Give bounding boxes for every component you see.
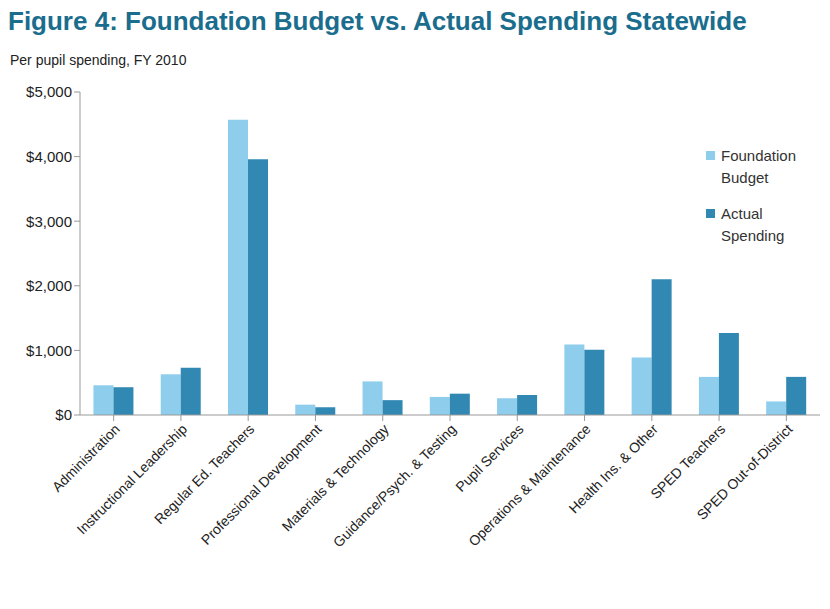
svg-text:Guidance/Psych. & Testing: Guidance/Psych. & Testing bbox=[330, 421, 459, 550]
svg-text:Professional Development: Professional Development bbox=[198, 421, 325, 548]
svg-text:Materials & Technology: Materials & Technology bbox=[278, 421, 391, 534]
html-text:Figure 4: Foundation Budget vs: Figure 4: Foundation Budget vs. Actual S… bbox=[8, 6, 747, 36]
html-text:Foundation Budget: Foundation Budget bbox=[721, 147, 797, 186]
svg-text:Regular Ed. Teachers: Regular Ed. Teachers bbox=[151, 420, 258, 528]
svg-text:Instructional Leadership: Instructional Leadership bbox=[74, 421, 191, 538]
svg-text:$0: $0 bbox=[55, 406, 72, 423]
svg-text:$3,000: $3,000 bbox=[26, 213, 72, 230]
svg-text:Pupil Services: Pupil Services bbox=[452, 421, 526, 495]
svg-text:$2,000: $2,000 bbox=[26, 277, 72, 294]
svg-text:Health Ins. & Other: Health Ins. & Other bbox=[566, 421, 662, 517]
svg-text:$4,000: $4,000 bbox=[26, 148, 72, 165]
svg-text:$5,000: $5,000 bbox=[26, 83, 72, 100]
svg-text:SPED Out-of-District: SPED Out-of-District bbox=[693, 421, 795, 523]
html-text:Per pupil spending, FY 2010: Per pupil spending, FY 2010 bbox=[10, 52, 187, 68]
svg-text:Administration: Administration bbox=[49, 421, 123, 495]
svg-text:$1,000: $1,000 bbox=[26, 342, 72, 359]
svg-text:SPED Teachers: SPED Teachers bbox=[647, 420, 729, 502]
html-text:Actual Spending: Actual Spending bbox=[721, 205, 785, 244]
svg-text:Operations & Maintenance: Operations & Maintenance bbox=[465, 421, 594, 550]
